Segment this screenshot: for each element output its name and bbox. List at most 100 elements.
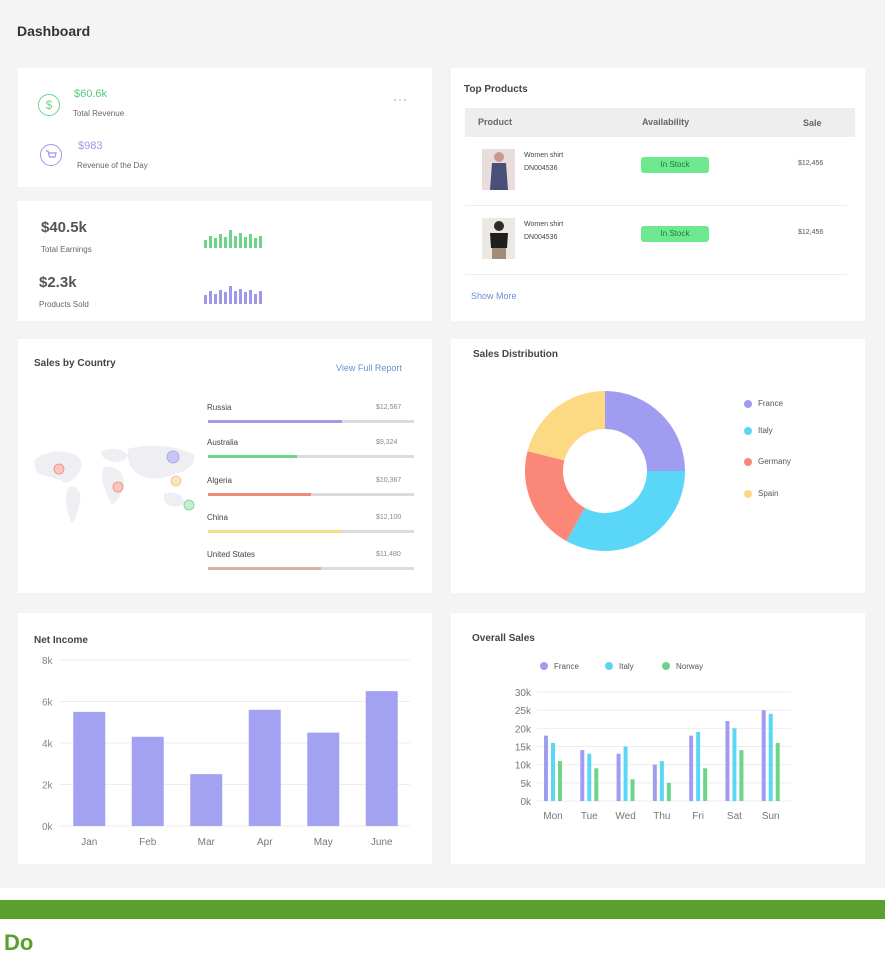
product-thumbnail xyxy=(482,218,515,259)
product-sale: $12,456 xyxy=(798,229,824,236)
net-income-bar[interactable] xyxy=(190,774,223,826)
map-marker xyxy=(183,499,195,511)
overall-sales-bar-france[interactable] xyxy=(652,764,657,801)
total-earnings-label: Total Earnings xyxy=(41,245,92,254)
y-tick-label: 0k xyxy=(520,797,532,808)
overall-sales-title: Overall Sales xyxy=(472,633,535,644)
overall-sales-chart: 0k 5k 10k 15k 20k 25k 30k Mon Tue Wed Thu Fri Sat Sun… xyxy=(515,662,791,822)
sold-spark-bar xyxy=(224,292,227,304)
country-value: $9,324 xyxy=(376,439,398,446)
overall-sales-bar-norway[interactable] xyxy=(739,750,744,801)
overall-sales-bar-france[interactable] xyxy=(689,735,694,801)
country-value: $12,567 xyxy=(376,404,402,411)
y-tick-label: 0k xyxy=(42,822,54,833)
net-income-bar[interactable] xyxy=(131,736,164,826)
y-tick-label: 5k xyxy=(520,779,532,790)
overall-sales-bar-france[interactable] xyxy=(616,753,621,801)
overall-sales-bar-norway[interactable] xyxy=(594,768,599,801)
country-progress-fill xyxy=(208,530,342,533)
country-value: $10,367 xyxy=(376,477,402,484)
overall-sales-bar-italy[interactable] xyxy=(659,761,664,801)
view-full-report-link[interactable]: View Full Report xyxy=(336,363,402,373)
net-income-chart: 0k 2k 4k 6k 8k Jan Feb Mar Apr May June xyxy=(42,656,410,848)
country-progress-fill xyxy=(208,420,342,423)
products-sold-value: $2.3k xyxy=(39,274,77,291)
overall-sales-bar-france[interactable] xyxy=(761,710,766,801)
sales-by-country-title: Sales by Country xyxy=(34,358,116,369)
x-tick-label: June xyxy=(371,837,393,848)
earnings-card: $40.5k Total Earnings $2.3k Products Sol… xyxy=(18,201,432,321)
cart-icon xyxy=(40,144,62,166)
overall-sales-bar-norway[interactable] xyxy=(666,782,671,801)
x-tick-label: Thu xyxy=(653,811,670,822)
sold-spark-bar xyxy=(249,289,252,304)
column-sale: Sale xyxy=(803,118,822,128)
net-income-bar[interactable] xyxy=(248,709,281,826)
net-income-bar[interactable] xyxy=(307,732,340,826)
more-menu-icon[interactable]: ··· xyxy=(393,92,408,106)
day-revenue-value: $983 xyxy=(78,140,103,152)
products-sold-sparkline xyxy=(204,284,262,304)
x-tick-label: Mar xyxy=(198,837,216,848)
overall-sales-bar-france[interactable] xyxy=(725,721,730,801)
overall-sales-bar-france[interactable] xyxy=(544,735,548,801)
y-tick-label: 30k xyxy=(515,688,532,699)
overall-sales-bar-italy[interactable] xyxy=(551,742,555,801)
earnings-spark-bar xyxy=(259,235,262,248)
legend-marker xyxy=(744,490,752,498)
donut-slice-italy[interactable] xyxy=(566,471,685,551)
table-row[interactable]: Women shirt DN004536 In Stock $12,456 xyxy=(465,137,847,206)
legend-marker xyxy=(744,400,752,408)
earnings-spark-bar xyxy=(209,235,212,248)
overall-sales-bar-france[interactable] xyxy=(580,750,585,801)
sold-spark-bar xyxy=(229,286,232,304)
overall-sales-bar-norway[interactable] xyxy=(630,779,635,801)
x-tick-label: Jan xyxy=(81,837,97,848)
overall-sales-bar-norway[interactable] xyxy=(558,761,562,801)
country-progress-fill xyxy=(208,493,311,496)
page-title: Dashboard xyxy=(17,23,91,39)
map-marker xyxy=(112,481,124,493)
legend-marker xyxy=(605,662,613,670)
sales-distribution-card: Sales Distribution France Italy Germany Spa… xyxy=(451,339,865,593)
earnings-spark-bar xyxy=(229,230,232,248)
legend-label: Germany xyxy=(758,457,791,466)
top-products-card: Top Products Product Availability Sale W… xyxy=(451,68,865,321)
overall-sales-bar-norway[interactable] xyxy=(775,742,780,801)
overall-sales-bar-italy[interactable] xyxy=(696,731,701,801)
legend-label: France xyxy=(554,662,579,671)
revenue-card: $ $60.6k Total Revenue $983 Revenue of t… xyxy=(18,68,432,187)
product-code: DN004536 xyxy=(524,165,558,172)
donut-slice-germany[interactable] xyxy=(525,451,585,542)
country-progress-bar xyxy=(208,420,414,423)
earnings-spark-bar xyxy=(239,232,242,248)
legend-label: Italy xyxy=(758,426,773,435)
product-sale: $12,456 xyxy=(798,160,824,167)
earnings-spark-bar xyxy=(254,238,257,248)
x-tick-label: Feb xyxy=(139,837,157,848)
net-income-bar[interactable] xyxy=(365,691,398,826)
show-more-link[interactable]: Show More xyxy=(471,291,517,301)
footer-label: Do xyxy=(4,930,34,955)
table-row[interactable]: Women shirt DN004536 In Stock $12,456 xyxy=(465,206,847,275)
donut-slice-spain[interactable] xyxy=(527,391,605,461)
country-name: Russia xyxy=(207,403,232,412)
donut-slice-france[interactable] xyxy=(605,391,685,471)
footer-bar xyxy=(0,900,885,919)
earnings-spark-bar xyxy=(224,236,227,248)
overall-sales-bar-italy[interactable] xyxy=(768,713,773,801)
country-value: $12,100 xyxy=(376,514,402,521)
sold-spark-bar xyxy=(239,288,242,304)
total-earnings-value: $40.5k xyxy=(41,219,87,236)
country-progress-fill xyxy=(208,455,297,458)
x-tick-label: May xyxy=(314,837,333,848)
sold-spark-bar xyxy=(244,292,247,304)
y-tick-label: 4k xyxy=(42,739,54,750)
overall-sales-bar-italy[interactable] xyxy=(623,746,628,802)
net-income-bar[interactable] xyxy=(73,711,106,826)
overall-sales-bar-italy[interactable] xyxy=(587,753,592,801)
sold-spark-bar xyxy=(254,293,257,304)
country-progress-fill xyxy=(208,567,322,570)
overall-sales-bar-norway[interactable] xyxy=(703,768,708,801)
overall-sales-bar-italy[interactable] xyxy=(732,728,737,801)
